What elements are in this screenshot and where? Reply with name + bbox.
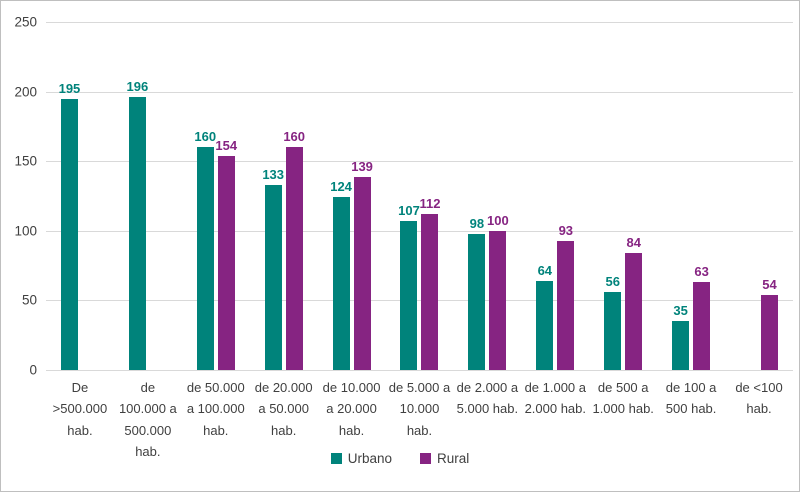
category-group: 160 154 [182,1,250,370]
bar-rural: 84 [625,235,643,370]
plot-area: 195 196 160 154 133 160 124 139 107 112 98 100 64 93 5… [46,1,793,370]
category-group: 54 [725,1,793,370]
bar-urbano: 133 [262,167,284,370]
category-group: 64 93 [521,1,589,370]
x-axis-category-text: de 1.000 a 2.000 hab. [524,380,587,417]
legend-swatch [330,453,342,464]
x-axis-category: de 1.000 a 2.000 hab. [521,377,589,463]
bar-urbano: 35 [672,303,690,370]
bar-urbano: 160 [194,129,216,370]
gridline [46,300,793,302]
category-group: 124 139 [318,1,386,370]
bar-value-label: 54 [762,276,777,292]
bar-urbano: 196 [127,79,148,370]
x-axis-category: de 500 a 1.000 hab. [589,377,657,463]
bar-urbano: 124 [330,179,352,370]
category-group: 98 100 [453,1,521,370]
gridline [46,22,793,23]
y-tick-label: 200 [14,84,37,100]
x-axis-category-text: de 5.000 a 10.000 hab. [388,380,451,438]
legend-item-urbano: Urbano [330,451,392,466]
gridline [46,230,793,232]
gridline [46,161,793,163]
category-group: 107 112 [386,1,454,370]
bar-value-label: 107 [398,203,420,219]
bar-urbano: 98 [468,216,486,370]
x-axis-category-text: de 100.000 a 500.000 hab. [118,380,177,460]
bar-rural: 54 [761,277,779,370]
bar-value-label: 139 [351,158,373,174]
legend-swatch [420,453,431,464]
category-group: 196 [114,1,182,370]
x-axis-category-text: de <100 hab. [735,380,783,417]
bar-rural: 139 [351,159,373,370]
bar-value-label: 112 [419,196,441,212]
x-axis-category: de 100.000 a 500.000 hab. [114,377,182,463]
y-tick-label: 50 [21,292,37,308]
x-axis-category-text: de 2.000 a 5.000 hab. [456,380,519,417]
x-axis-category: de 100 a 500 hab. [657,377,725,463]
x-axis-category: de 2.000 a 5.000 hab. [453,377,521,463]
x-axis-category: de 10.000 a 20.000 hab. [318,377,386,463]
category-group: 56 84 [589,1,657,370]
bar-value-label: 154 [215,137,238,153]
x-axis-category-text: de 100 a 500 hab. [665,380,717,417]
bar-value-label: 93 [558,222,574,238]
x-axis-category-text: de 10.000 a 20.000 hab. [322,380,381,438]
bar-urbano: 195 [59,81,80,370]
category-group: 35 63 [657,1,725,370]
bar-value-label: 84 [626,235,641,251]
bar-rural: 160 [283,129,305,370]
bar-value-label: 160 [283,129,306,145]
y-tick-label: 0 [29,362,37,378]
x-axis-category-text: de 500 a 1.000 hab. [592,380,654,417]
gridline [46,91,793,93]
bar-value-label: 133 [262,166,285,182]
bar-value-label: 124 [330,179,352,195]
x-axis-category: de <100 hab. [725,377,793,463]
x-axis-category-text: de 50.000 a 100.000 hab. [186,380,245,438]
bar-urbano: 64 [536,263,554,370]
bar-rural: 100 [487,213,509,370]
bar-value-label: 195 [58,80,81,96]
y-tick-label: 100 [14,223,37,239]
bar-value-label: 100 [487,212,509,228]
x-axis-category: de 20.000 a 50.000 hab. [250,377,318,463]
gridline [46,370,793,371]
bar-rural: 154 [215,138,237,370]
x-axis-category: de 5.000 a 10.000 hab. [386,377,454,463]
legend-item-rural: Rural [420,451,469,466]
category-group: 133 160 [250,1,318,370]
x-axis-category: De >500.000 hab. [46,377,114,463]
legend-label: Rural [437,451,470,466]
x-axis-category-text: De >500.000 hab. [52,380,108,438]
legend: Urbano Rural [1,451,799,466]
bar-rural: 93 [557,223,575,370]
category-group: 195 [46,1,114,370]
x-axis-labels: De >500.000 hab. de 100.000 a 500.000 hab… [46,377,793,463]
bar-rural: 63 [693,264,711,370]
bar-rural: 112 [419,196,440,370]
bar-value-label: 56 [605,274,620,290]
bar-value-label: 35 [673,303,688,319]
bar-value-label: 63 [694,264,709,280]
legend-label: Urbano [347,451,392,466]
bar-value-label: 64 [537,262,553,278]
bar-value-label: 98 [469,215,485,231]
x-axis-category-text: de 20.000 a 50.000 hab. [254,380,313,438]
y-tick-label: 250 [14,14,37,30]
bar-urbano: 107 [398,203,420,370]
x-axis-category: de 50.000 a 100.000 hab. [182,377,250,463]
bar-urbano: 56 [604,274,622,370]
bar-value-label: 196 [126,79,149,95]
bar-value-label: 160 [194,129,217,145]
y-tick-label: 150 [14,153,37,169]
